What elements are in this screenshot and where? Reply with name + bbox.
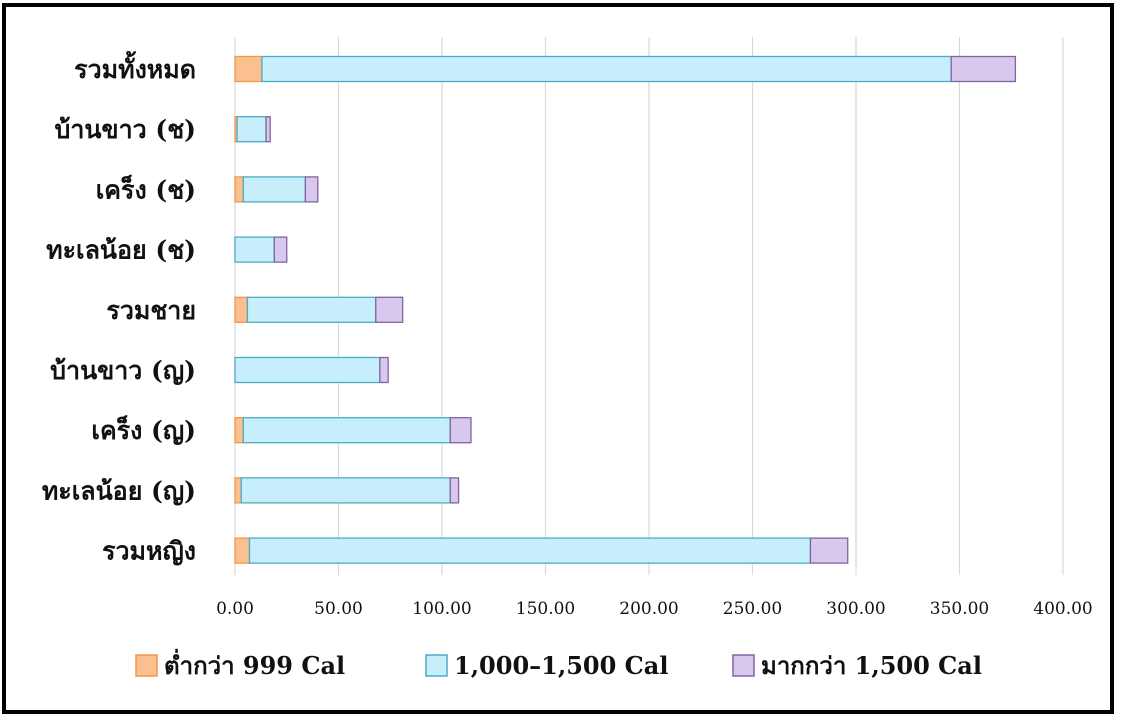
legend-label: มากกว่า 1,500 Cal xyxy=(761,651,982,680)
category-label: บ้านขาว (ช) xyxy=(55,115,197,144)
category-label: บ้านขาว (ญ) xyxy=(50,356,196,385)
x-tick-label: 200.00 xyxy=(619,599,678,619)
bar-segment xyxy=(450,418,471,443)
category-label: รวมชาย xyxy=(106,296,196,325)
x-tick-label: 400.00 xyxy=(1033,599,1092,619)
bar-segment xyxy=(243,177,305,202)
bar-segment xyxy=(235,478,241,503)
x-tick-label: 150.00 xyxy=(516,599,575,619)
bar-segment xyxy=(262,57,951,82)
x-tick-label: 300.00 xyxy=(826,599,885,619)
x-tick-label: 50.00 xyxy=(314,599,363,619)
bar-segment xyxy=(380,358,388,383)
bar-segment xyxy=(376,297,403,322)
category-label: ทะเลน้อย (ญ) xyxy=(42,476,196,505)
bar-segment xyxy=(810,538,847,563)
x-tick-label: 100.00 xyxy=(412,599,471,619)
bar-segment xyxy=(235,177,243,202)
bar-segment xyxy=(450,478,458,503)
bar-segment xyxy=(235,418,243,443)
bar-segment xyxy=(235,237,274,262)
category-label: รวมทั้งหมด xyxy=(74,50,196,84)
bar-segment xyxy=(274,237,286,262)
bar-segment xyxy=(235,358,380,383)
chart-container: รวมทั้งหมดบ้านขาว (ช) เคร็ง (ช) ทะเลน้อย (… xyxy=(6,7,1114,714)
bar-segment xyxy=(235,297,247,322)
category-label: เคร็ง (ช) xyxy=(96,174,196,204)
bar-segment xyxy=(235,538,249,563)
category-label: รวมหญิง xyxy=(102,537,196,566)
bar-segment xyxy=(266,117,270,142)
x-tick-labels: 0.00 50.00 100.00 150.00 200.00 250.00 300.00 3… xyxy=(216,599,1093,619)
bar-segment xyxy=(237,117,266,142)
legend: ต่ำกว่า 999 Cal 1,000–1,500 Cal มากกว่า 1,… xyxy=(136,648,982,680)
legend-label: 1,000–1,500 Cal xyxy=(454,651,668,680)
category-label: ทะเลน้อย (ช) xyxy=(46,236,196,265)
bar-segment xyxy=(241,478,450,503)
bar-segment xyxy=(249,538,810,563)
x-tick-label: 250.00 xyxy=(723,599,782,619)
bar-segment xyxy=(951,57,1015,82)
bar-segment xyxy=(305,177,317,202)
legend-swatch xyxy=(426,655,447,676)
category-label: เคร็ง (ญ) xyxy=(91,415,196,445)
legend-label: ต่ำกว่า 999 Cal xyxy=(164,648,345,680)
bar-segment xyxy=(247,297,375,322)
bar-segment xyxy=(235,57,262,82)
legend-swatch xyxy=(733,655,754,676)
x-tick-label: 0.00 xyxy=(216,599,254,619)
bar-segment xyxy=(243,418,450,443)
legend-swatch xyxy=(136,655,157,676)
bar-layer xyxy=(235,57,1015,564)
x-tick-label: 350.00 xyxy=(930,599,989,619)
